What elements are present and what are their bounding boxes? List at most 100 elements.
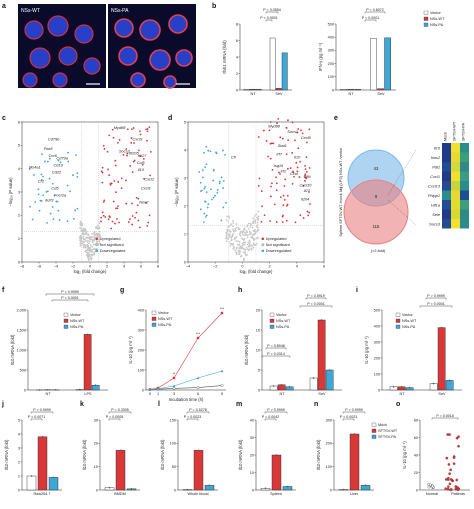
gene-label: Cxcl10 [300,182,313,187]
point-downregulated [205,214,208,217]
y-tick-label: 500 [20,368,26,372]
gene-label: Cd19 [53,162,63,167]
point-not-significant [256,218,259,221]
point-not-significant [249,222,252,225]
legend-swatch [371,422,377,427]
significance-bracket [108,418,121,421]
bar [384,37,392,91]
data-point [86,333,89,336]
point-not-significant [228,230,231,232]
venn-count-overlap: 9 [375,194,378,199]
p-value-label: P = 0.6072 [366,8,383,12]
point-not-significant [91,236,94,239]
point-not-significant [241,242,244,245]
point-upregulated [131,202,133,205]
point-downregulated [72,174,74,176]
point-upregulated [304,168,307,171]
legend-marker [261,237,265,241]
significance-bracket [264,411,288,414]
y-tick-label: 6 [236,39,238,43]
data-point [440,326,443,329]
point-not-significant [82,233,85,236]
point-not-significant [86,244,89,247]
x-tick-label: 4 [123,265,125,269]
y-axis-label: IL-10 (pg ml⁻¹) [364,336,369,364]
heatmap-cell [451,171,460,181]
point-not-significant [234,249,237,252]
gene-label: Il27 [140,153,147,158]
point-not-significant [246,248,249,251]
point-not-significant [246,253,249,256]
point-not-significant [89,244,92,246]
point-downregulated [42,175,44,178]
legend-swatch [151,322,157,327]
data-point [364,484,367,487]
point-normal [428,483,432,487]
bar [347,89,355,91]
heatmap-col-label: Mock [444,132,448,141]
panel-label-n: n [314,401,318,408]
gene-label: Socs3 [119,148,131,153]
point-not-significant [98,230,101,233]
point-not-significant [238,243,241,246]
point-downregulated [45,190,48,193]
point-not-significant [257,217,260,220]
bar [370,38,378,91]
point-upregulated [132,127,135,129]
point-not-significant [257,237,259,240]
venn-count-bottom: 115 [373,224,380,229]
point-upregulated [114,164,117,167]
point-not-significant [228,217,231,219]
point-upregulated [279,173,281,175]
point-not-significant [254,222,257,224]
micrograph-title-wt: NSs-WT [21,8,40,14]
venn-count-top: 43 [374,166,379,171]
point-not-significant [98,235,101,238]
y-tick-label: 0 [184,260,186,264]
heatmap-cell [460,209,469,219]
point-upregulated [137,149,140,152]
point-upregulated [282,194,285,197]
point-not-significant [243,258,245,261]
panel-label-h: h [238,287,242,294]
series-point [172,376,176,380]
point-downregulated [39,199,42,202]
point-upregulated [101,211,104,214]
legend-marker [95,249,99,253]
point-not-significant [227,220,230,223]
point-downregulated [224,154,226,156]
point-not-significant [98,222,101,224]
point-not-significant [240,254,243,257]
y-tick-label: 10 [256,348,260,352]
gene-label: Ccr6 [49,153,58,158]
point-upregulated [148,126,151,129]
point-upregulated [103,199,106,202]
point-upregulated [286,194,289,197]
point-not-significant [240,246,243,249]
point-not-significant [247,227,250,230]
significance-star: ** [173,372,176,376]
y-tick-label: 40 [414,453,418,457]
point-upregulated [294,221,297,224]
point-upregulated [298,176,301,178]
point-downregulated [205,163,208,166]
y-axis-label: Il10 mRNA (fold) [4,439,9,470]
point-not-significant [237,227,240,229]
heatmap-row-label: Cxcl13 [428,184,441,189]
series-point [220,369,224,373]
point-upregulated [281,221,284,224]
category-label: Spleen [270,492,282,496]
point-upregulated [299,214,302,217]
point-downregulated [46,221,48,224]
point-not-significant [85,236,88,239]
point-not-significant [237,250,240,253]
point-upregulated [149,174,152,177]
heatmap-col-label: SFTSV-PA [462,122,466,141]
point-not-significant [228,225,231,227]
legend-label: Not significant [266,243,291,247]
point-not-significant [250,247,252,250]
point-downregulated [72,217,75,220]
legend-label: SFTSV-PA [378,435,397,439]
x-tick-label: −4 [54,265,58,269]
point-upregulated [116,141,119,144]
